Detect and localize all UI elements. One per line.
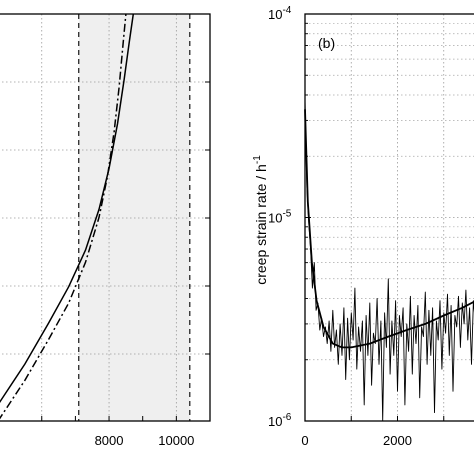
panel-a-solid-line — [0, 13, 135, 404]
panel-b-measured-rate-line — [304, 99, 474, 422]
tick-label-exponent: -4 — [282, 5, 291, 16]
panel-a-series — [0, 13, 135, 420]
panel-a: 8000 10000 — [0, 13, 211, 448]
panel-b-x-tick-label: 0 — [301, 433, 308, 448]
panel-b-y-axis-label-text: creep strain rate / h — [253, 164, 269, 285]
panel-a-shaded-region — [78, 14, 190, 421]
panel-b-x-tick-label: 2000 — [383, 433, 412, 448]
panel-b-ticks: 10-410-510-60 2000 — [268, 5, 445, 448]
panel-b-y-axis-label: creep strain rate / h-1 — [252, 155, 269, 285]
panel-b-fit-line — [304, 109, 474, 349]
panel-b-y-tick-label: 10-4 — [268, 5, 292, 22]
tick-label-exponent: -5 — [282, 209, 291, 220]
panel-a-grid — [0, 14, 210, 421]
tick-label-exponent: -6 — [282, 412, 291, 423]
panel-a-x-tick-label: 10000 — [158, 433, 194, 448]
panel-a-ticks: 8000 10000 — [41, 81, 210, 448]
tick-label-base: 10 — [268, 7, 282, 22]
panel-b-y-tick-label: 10-6 — [268, 412, 292, 429]
panel-a-dashdot-line — [0, 13, 127, 420]
panel-a-vertical-lines — [78, 14, 191, 421]
tick-label-base: 10 — [268, 211, 282, 226]
panel-b-grid — [305, 14, 474, 421]
panel-b-series — [304, 99, 474, 422]
panel-b: 10-410-510-60 2000 (b) creep strain rate … — [252, 5, 474, 448]
panel-a-x-tick-label: 8000 — [95, 433, 124, 448]
tick-label-base: 10 — [268, 414, 282, 429]
panel-b-y-tick-label: 10-5 — [268, 209, 292, 226]
panel-b-y-axis-label-superscript: -1 — [252, 155, 263, 164]
panel-b-label: (b) — [318, 35, 335, 51]
